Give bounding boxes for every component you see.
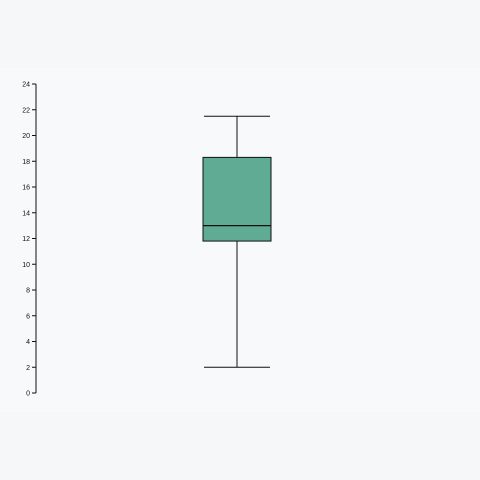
y-tick-label: 10 bbox=[22, 262, 30, 269]
y-tick-label: 12 bbox=[22, 236, 30, 243]
y-tick-label: 8 bbox=[26, 288, 30, 295]
y-tick-label: 6 bbox=[26, 313, 30, 320]
interquartile-box bbox=[202, 156, 272, 242]
y-tick-label: 2 bbox=[26, 365, 30, 372]
y-tick-label: 20 bbox=[22, 133, 30, 140]
y-tick-label: 18 bbox=[22, 159, 30, 166]
y-tick-label: 24 bbox=[22, 82, 30, 89]
y-tick-label: 0 bbox=[26, 391, 30, 398]
y-tick-label: 22 bbox=[22, 107, 30, 114]
y-tick-label: 4 bbox=[26, 339, 30, 346]
y-tick-label: 14 bbox=[22, 210, 30, 217]
y-tick-label: 16 bbox=[22, 185, 30, 192]
box-group bbox=[202, 115, 272, 368]
